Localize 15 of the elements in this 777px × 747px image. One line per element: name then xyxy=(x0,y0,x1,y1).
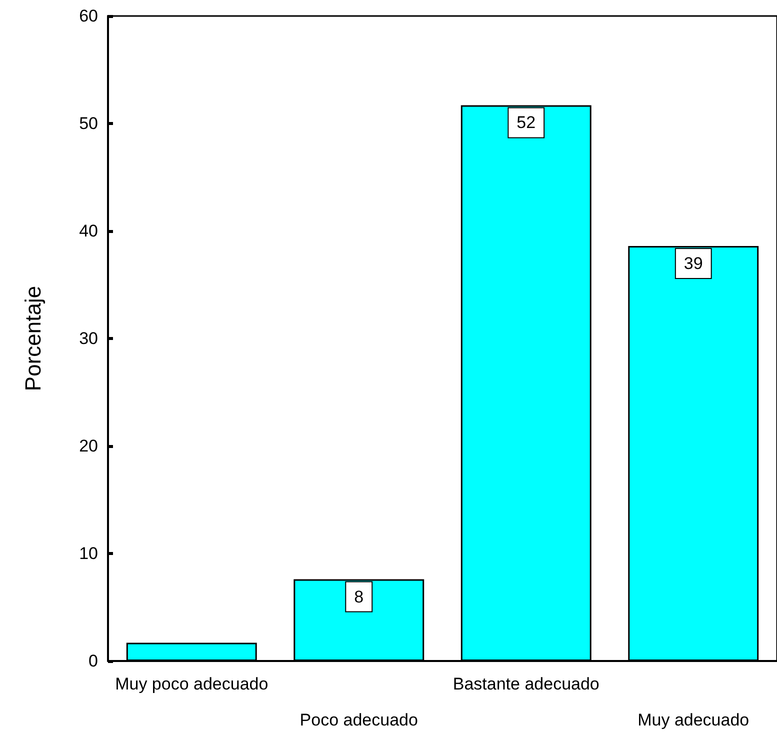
y-tick-label: 30 xyxy=(79,329,98,348)
x-tick-label: Muy adecuado xyxy=(638,710,750,730)
x-tick-label: Muy poco adecuado xyxy=(115,674,268,694)
y-tick-label: 40 xyxy=(79,222,98,240)
y-tick-label: 60 xyxy=(79,6,98,26)
data-label: 39 xyxy=(684,254,703,274)
x-tick-label: Bastante adecuado xyxy=(452,674,600,694)
y-tick-label: 50 xyxy=(79,114,98,133)
x-tick-label: Poco adecuado xyxy=(300,710,418,730)
data-label: 8 xyxy=(354,587,364,606)
data-label: 52 xyxy=(516,113,536,132)
y-axis-title: Porcentaje xyxy=(20,286,46,392)
y-tick-label: 10 xyxy=(79,544,98,563)
y-tick-label: 0 xyxy=(88,652,98,670)
y-tick-label: 20 xyxy=(79,436,98,456)
